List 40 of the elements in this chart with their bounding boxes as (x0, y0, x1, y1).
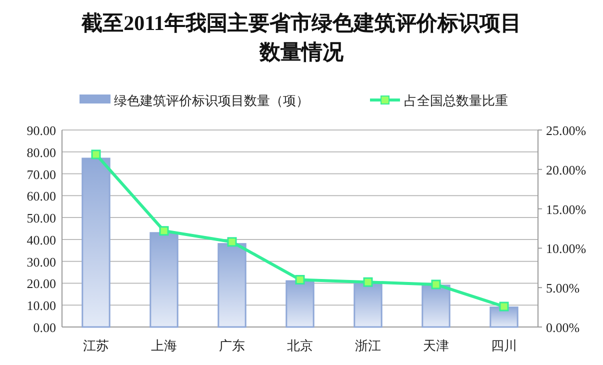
y-tick-label: 30.00 (26, 254, 56, 270)
point (431, 280, 441, 290)
bar (286, 280, 314, 328)
point (159, 226, 169, 236)
x-tick-label: 北京 (287, 338, 313, 353)
y-tick-label: 60.00 (26, 188, 56, 204)
y-tick-label: 70.00 (26, 166, 56, 182)
legend-label: 绿色建筑评价标识项目数量（项） (114, 93, 309, 108)
y-tick-label: 20.00 (26, 276, 56, 292)
bar (150, 232, 178, 328)
x-tick-label: 四川 (491, 338, 517, 353)
y2-tick-label: 0.00% (546, 320, 580, 335)
y2-tick-label: 25.00% (546, 123, 586, 138)
y2-tick-label: 5.00% (546, 280, 580, 296)
y2-tick-label: 20.00% (546, 162, 586, 178)
x-tick-label: 江苏 (83, 338, 109, 353)
point (227, 237, 237, 247)
y-tick-label: 40.00 (26, 232, 56, 248)
bar (218, 243, 246, 328)
point (499, 302, 509, 312)
point (295, 274, 305, 284)
point (363, 277, 373, 287)
x-tick-label: 上海 (151, 338, 177, 353)
bar (82, 158, 110, 328)
y-tick-label: 50.00 (26, 210, 56, 226)
y-tick-label: 10.00 (26, 298, 56, 314)
y2-tick-label: 15.00% (546, 202, 586, 217)
bar (490, 306, 518, 328)
x-tick-label: 浙江 (355, 338, 381, 353)
bar (354, 282, 382, 328)
bar (422, 284, 450, 328)
y2-tick-label: 10.00% (546, 241, 586, 256)
x-tick-label: 广东 (219, 338, 245, 353)
y-tick-label: 90.00 (26, 123, 56, 138)
chart-title: 截至2011年我国主要省市绿色建筑评价标识项目数量情况 (80, 11, 522, 64)
legend-label: 占全国总数量比重 (404, 93, 508, 108)
point (91, 150, 101, 160)
y-tick-label: 0.00 (33, 320, 56, 335)
y-tick-label: 80.00 (26, 144, 56, 160)
x-tick-label: 天津 (423, 338, 449, 353)
